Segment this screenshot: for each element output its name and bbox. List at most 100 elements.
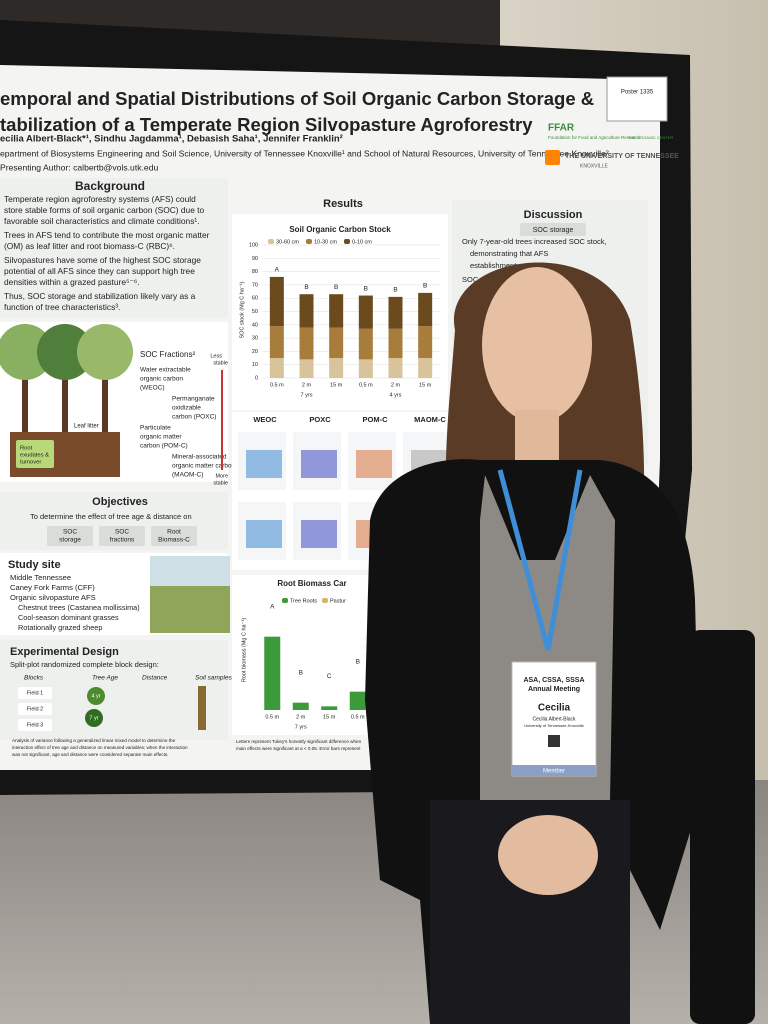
section-heading: Experimental Design (10, 646, 119, 658)
fraction-header: POXC (309, 415, 331, 424)
poster-number: Poster 1335 (621, 90, 654, 96)
fraction-chart-fill (301, 520, 337, 548)
x-tick-label: 15 m (419, 382, 432, 388)
tree (37, 324, 93, 380)
background-text: potential of all AFS since they can supp… (4, 266, 195, 276)
bar (292, 702, 309, 710)
group-label: 7 yrs (301, 392, 313, 398)
poster-number-card (606, 76, 668, 122)
significance-letter: B (423, 283, 427, 290)
tree-icon (87, 687, 105, 705)
significance-letter: B (334, 284, 338, 291)
bar-segment (269, 326, 284, 359)
badge (511, 661, 597, 777)
legend-swatch (344, 239, 350, 244)
hands (498, 815, 598, 895)
section-heading: Results (323, 198, 363, 210)
lanyard (497, 469, 583, 651)
design-column: Soil samples (X) (195, 675, 242, 682)
bar-segment (358, 295, 373, 329)
affiliation: epartment of Biosystems Engineering and … (0, 148, 609, 158)
qr-code (548, 735, 560, 747)
person: ASA, CSSA, SSSA Annual Meeting Cecilia C… (365, 262, 700, 1024)
design-note: interaction effect of tree age and dista… (12, 745, 188, 750)
section-heading: Discussion (524, 209, 583, 221)
site-photo-field (150, 586, 230, 633)
background-text: Trees in AFS tend to contribute the most… (4, 230, 210, 240)
group-label: 7 yrs (295, 724, 307, 730)
y-tick-label: 40 (252, 322, 258, 328)
y-tick-label: 90 (252, 256, 258, 262)
legend-label: Tree Roots (290, 598, 317, 604)
field-box (18, 719, 52, 731)
x-tick-label: 2 m (302, 382, 312, 388)
y-tick-label: 50 (252, 309, 258, 315)
y-tick-label: 70 (252, 282, 258, 288)
bar-segment (299, 294, 314, 328)
logo: FFAR (548, 123, 575, 134)
poster-title: emporal and Spatial Distributions of Soi… (0, 88, 594, 109)
design-text: Split-plot randomized complete block des… (10, 660, 159, 669)
background-text: favorable soil characteristics and clima… (4, 216, 200, 226)
site-text: Organic silvopasture AFS (10, 593, 96, 602)
fraction-header: MAOM-C (414, 415, 446, 424)
y-tick-label: 20 (252, 349, 258, 355)
fraction-label: organic matter carbon (172, 463, 236, 470)
legend-swatch (306, 239, 312, 244)
legend-swatch (282, 598, 288, 603)
bar-segment (299, 359, 314, 378)
discussion-tag-text: SOC storage (533, 227, 574, 234)
fraction-chart-fill (356, 450, 392, 478)
site-text: Middle Tennessee (10, 573, 71, 582)
y-tick-label: 60 (252, 296, 258, 302)
tree (77, 324, 133, 380)
significance-letter: A (275, 267, 280, 274)
leaf-label: Leaf litter (74, 424, 99, 430)
stability-label: More (215, 473, 228, 479)
site-bullet: Cool-season dominant grasses (18, 613, 119, 622)
age-label: 7 yr (89, 715, 98, 721)
x-tick-label: 0.5 m (265, 714, 279, 720)
fractions-heading: SOC Fractions² (140, 350, 195, 359)
fraction-label: oxidizable (172, 405, 201, 412)
bar (264, 636, 281, 710)
badge-meeting: Annual Meeting (528, 686, 580, 693)
legend-label: 10-30 cm (314, 239, 337, 245)
bar-segment (388, 296, 403, 329)
bar-segment (269, 358, 284, 378)
significance-letter: B (393, 287, 397, 294)
badge-full-name: Cecilia Albert-Black (532, 716, 576, 722)
badge-footer-text: Member (543, 769, 565, 775)
legend-label: Pastur (330, 598, 346, 604)
field-label: Field 2 (27, 706, 44, 712)
fraction-label: (MAOM-C) (172, 472, 203, 479)
results-footnote: Letters represent Tukey's honestly signi… (236, 739, 362, 744)
fraction-chart-fill (301, 450, 337, 478)
discussion-text: establishment (470, 261, 517, 270)
objectives-text: To determine the effect of tree age & di… (30, 512, 192, 521)
trunk (22, 360, 28, 432)
bar-segment (329, 294, 344, 328)
objective-label: SOC (115, 529, 129, 536)
x-tick-label: 15 m (323, 714, 336, 720)
trunk (102, 360, 108, 432)
chart-title: Soil Organic Carbon Stock (289, 225, 391, 234)
tree (0, 324, 53, 380)
site-bullet: Rotationally grazed sheep (18, 623, 102, 632)
x-tick-label: 2 m (296, 714, 306, 720)
design-column: Blocks (24, 675, 44, 682)
poster-tube (690, 630, 755, 1024)
results-footnote: main effects were significant at α < 0.0… (236, 746, 361, 751)
fraction-chart-fill (246, 450, 282, 478)
bar-segment (358, 328, 373, 360)
trunk (62, 360, 68, 432)
y-tick-label: 80 (252, 269, 258, 275)
legend-label: 30-60 cm (276, 239, 299, 245)
background-text: Temperate region agroforestry systems (A… (4, 194, 196, 204)
fraction-label: Water extractable (140, 367, 191, 374)
discussion-text: Only 7-year-old trees increased SOC stoc… (462, 237, 607, 246)
objective-button (151, 526, 197, 546)
y-tick-label: 0 (255, 375, 258, 381)
soil-core (198, 686, 206, 730)
site-bullet: Chestnut trees (Castanea mollissima) (18, 603, 140, 612)
